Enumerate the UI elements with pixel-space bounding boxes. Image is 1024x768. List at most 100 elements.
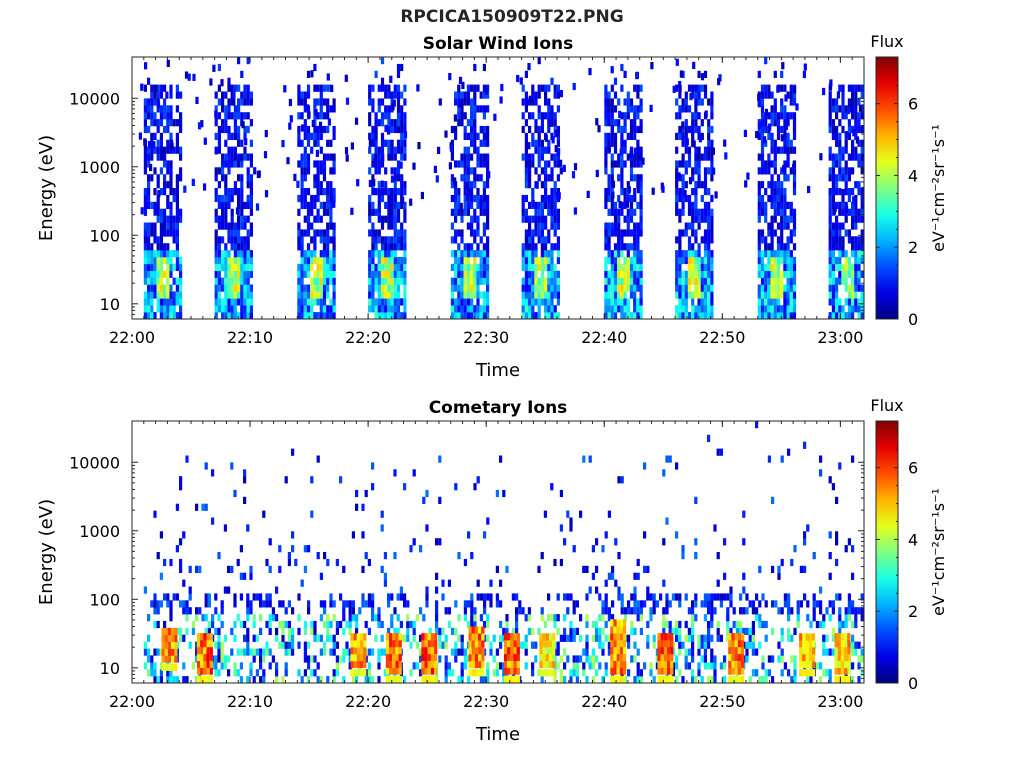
heatmap-cell xyxy=(790,558,794,567)
heatmap-cell xyxy=(470,84,474,92)
heatmap-cell xyxy=(188,586,192,594)
heatmap-cell xyxy=(444,641,448,649)
heatmap-cell xyxy=(835,132,839,140)
heatmap-cell xyxy=(828,263,832,271)
heatmap-cell xyxy=(255,648,259,656)
heatmap-cell xyxy=(556,250,560,258)
heatmap-cell xyxy=(835,298,839,306)
heatmap-cell xyxy=(243,469,247,477)
heatmap-cell xyxy=(486,270,490,278)
heatmap-cell xyxy=(776,284,781,292)
heatmap-cell xyxy=(742,607,746,615)
heatmap-cell xyxy=(757,93,761,101)
heatmap-cell xyxy=(835,160,839,168)
heatmap-cell xyxy=(403,188,407,196)
heatmap-cell xyxy=(374,263,378,271)
heatmap-cell xyxy=(553,291,557,299)
heatmap-cell xyxy=(227,153,231,161)
heatmap-cell xyxy=(316,256,320,265)
heatmap-cell xyxy=(851,236,855,244)
heatmap-cell xyxy=(313,229,317,237)
heatmap-cell xyxy=(604,160,608,168)
heatmap-cell xyxy=(217,263,221,271)
heatmap-cell xyxy=(451,669,455,677)
heatmap-cell xyxy=(610,305,614,313)
heatmap-cell xyxy=(322,298,327,306)
heatmap-cell xyxy=(171,641,175,649)
heatmap-cell xyxy=(156,174,160,182)
solar-wind-x-tick-labels: 22:00 22:10 22:20 22:30 22:40 22:50 23:00 xyxy=(109,328,863,347)
heatmap-cell xyxy=(613,250,618,258)
heatmap-cell xyxy=(591,634,595,642)
heatmap-cell xyxy=(607,312,611,320)
heatmap-cell xyxy=(377,676,381,684)
heatmap-cell xyxy=(396,112,401,120)
heatmap-cell xyxy=(860,146,864,154)
heatmap-cell xyxy=(789,91,793,99)
heatmap-cell xyxy=(776,119,781,127)
heatmap-cell xyxy=(607,284,611,292)
heatmap-cell xyxy=(537,208,541,216)
heatmap-cell xyxy=(678,105,682,113)
heatmap-cell xyxy=(224,270,228,278)
heatmap-cell xyxy=(368,263,372,271)
heatmap-cell xyxy=(547,236,551,244)
heatmap-cell xyxy=(444,662,448,670)
heatmap-cell xyxy=(809,620,813,629)
heatmap-cell xyxy=(610,222,614,230)
heatmap-cell xyxy=(691,250,695,258)
heatmap-cell xyxy=(585,620,589,629)
heatmap-cell xyxy=(572,655,576,663)
heatmap-cell xyxy=(831,229,835,237)
heatmap-cell xyxy=(739,627,743,635)
heatmap-cell xyxy=(396,70,401,78)
heatmap-cell xyxy=(367,676,371,684)
heatmap-cell xyxy=(579,510,583,518)
heatmap-cell xyxy=(424,646,428,655)
heatmap-cell xyxy=(707,270,711,278)
heatmap-cell xyxy=(649,593,653,601)
heatmap-cell xyxy=(332,132,336,140)
heatmap-cell xyxy=(755,669,759,677)
heatmap-cell xyxy=(179,174,183,182)
heatmap-cell xyxy=(319,215,323,223)
heatmap-cell xyxy=(770,119,774,127)
heatmap-cell xyxy=(662,614,666,622)
heatmap-cell xyxy=(329,181,333,189)
heatmap-cell xyxy=(550,167,554,175)
heatmap-cell xyxy=(780,305,784,313)
heatmap-cell xyxy=(629,125,634,134)
heatmap-cell xyxy=(556,614,560,622)
heatmap-cell xyxy=(694,538,698,546)
heatmap-cell xyxy=(636,676,640,684)
heatmap-cell xyxy=(486,676,490,684)
heatmap-cell xyxy=(761,593,765,601)
heatmap-cell xyxy=(803,538,807,546)
heatmap-cell xyxy=(537,105,541,113)
heatmap-cell xyxy=(240,70,244,78)
heatmap-cell xyxy=(393,188,397,196)
heatmap-cell xyxy=(773,298,777,306)
heatmap-cell xyxy=(687,312,692,320)
heatmap-cell xyxy=(195,655,199,663)
heatmap-cell xyxy=(707,132,711,140)
heatmap-cell xyxy=(851,298,855,306)
heatmap-cell xyxy=(835,277,839,285)
heatmap-cell xyxy=(179,305,183,313)
heatmap-cell xyxy=(700,600,704,608)
heatmap-cell xyxy=(639,153,643,161)
heatmap-cell xyxy=(770,105,774,113)
heatmap-cell xyxy=(421,653,425,661)
heatmap-cell xyxy=(169,160,173,168)
heatmap-cell xyxy=(473,256,477,265)
heatmap-cell xyxy=(470,132,474,140)
heatmap-cell xyxy=(287,648,291,656)
heatmap-cell xyxy=(450,284,454,292)
heatmap-cell xyxy=(385,675,389,683)
heatmap-cell xyxy=(400,256,404,265)
heatmap-cell xyxy=(224,91,228,99)
heatmap-cell xyxy=(374,119,378,127)
heatmap-cell xyxy=(528,222,532,230)
heatmap-cell xyxy=(819,586,823,594)
